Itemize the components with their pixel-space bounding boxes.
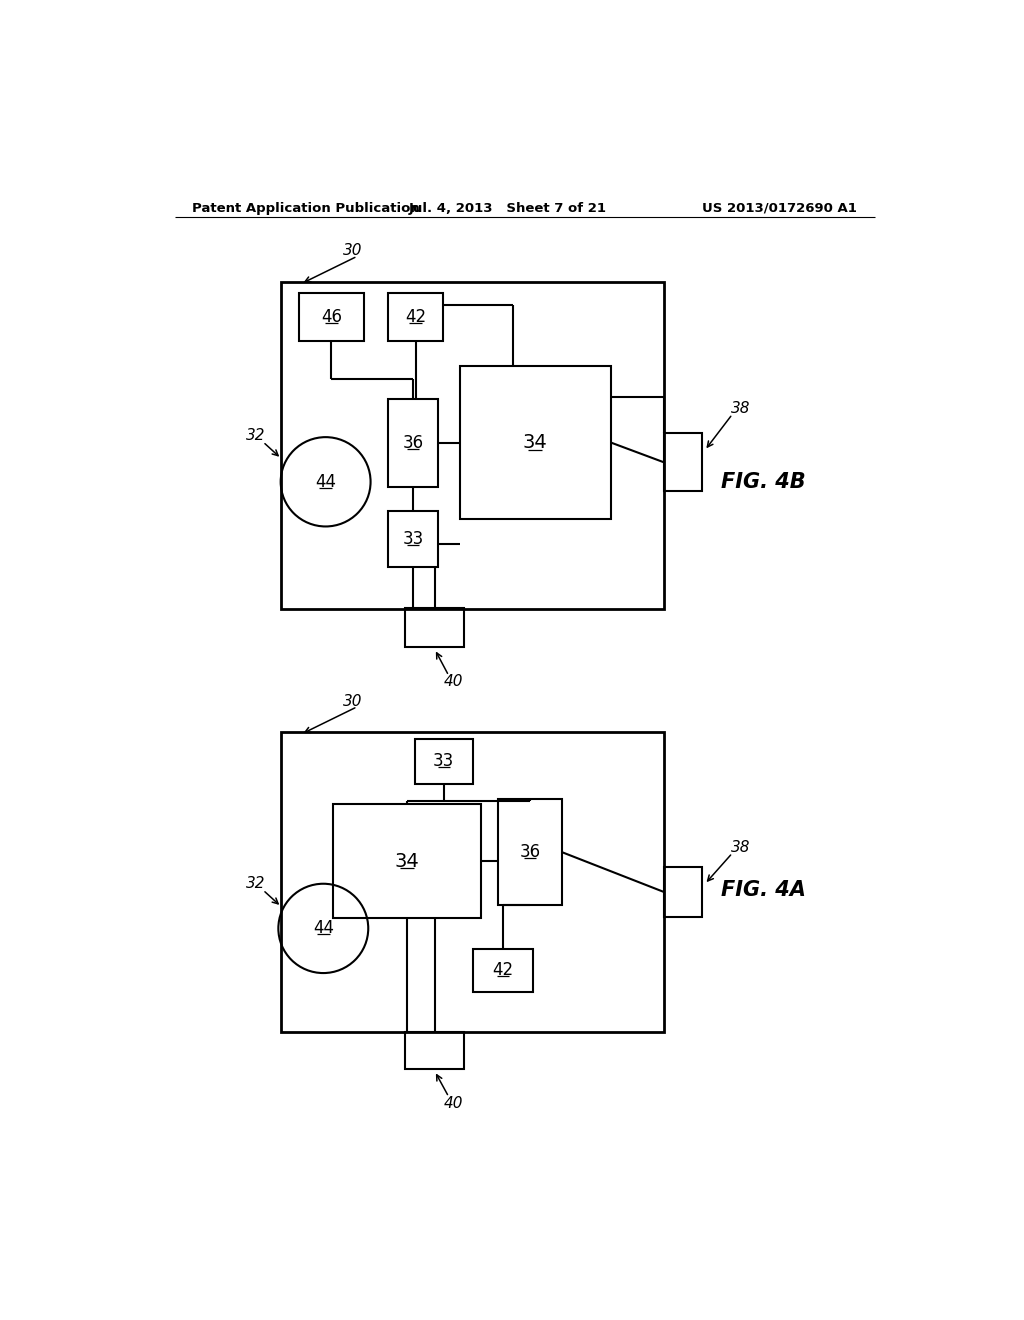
Text: 46: 46	[321, 308, 342, 326]
Text: 33: 33	[402, 529, 424, 548]
Bar	[460, 366, 611, 519]
Text: 42: 42	[493, 961, 514, 979]
Bar	[499, 799, 562, 906]
Text: 36: 36	[519, 843, 541, 861]
Bar	[299, 293, 365, 341]
Text: 42: 42	[404, 308, 426, 326]
Bar	[664, 433, 702, 491]
Text: FIG. 4B: FIG. 4B	[721, 471, 806, 492]
Text: 33: 33	[433, 752, 455, 771]
Text: 32: 32	[246, 428, 265, 444]
Bar	[388, 399, 438, 487]
Bar	[334, 804, 480, 919]
Text: 44: 44	[312, 920, 334, 937]
Text: 40: 40	[443, 1096, 463, 1110]
Text: 30: 30	[343, 694, 362, 709]
Text: 36: 36	[402, 434, 423, 451]
Bar	[473, 949, 534, 991]
Text: 34: 34	[523, 433, 548, 451]
Bar	[388, 293, 443, 341]
Text: US 2013/0172690 A1: US 2013/0172690 A1	[701, 202, 856, 215]
Bar	[388, 511, 438, 566]
Text: 30: 30	[343, 243, 362, 259]
Text: 38: 38	[730, 840, 750, 855]
Text: Jul. 4, 2013   Sheet 7 of 21: Jul. 4, 2013 Sheet 7 of 21	[409, 202, 607, 215]
Bar	[415, 739, 473, 784]
Bar	[282, 281, 664, 609]
Text: 38: 38	[730, 401, 750, 416]
Bar	[406, 609, 464, 647]
Text: 44: 44	[315, 473, 336, 491]
Bar	[406, 1032, 464, 1069]
Text: 34: 34	[394, 851, 420, 871]
Text: Patent Application Publication: Patent Application Publication	[193, 202, 420, 215]
Text: 40: 40	[443, 675, 463, 689]
Bar	[664, 867, 702, 917]
Text: FIG. 4A: FIG. 4A	[721, 880, 806, 900]
Bar	[282, 733, 664, 1032]
Text: 32: 32	[246, 876, 265, 891]
